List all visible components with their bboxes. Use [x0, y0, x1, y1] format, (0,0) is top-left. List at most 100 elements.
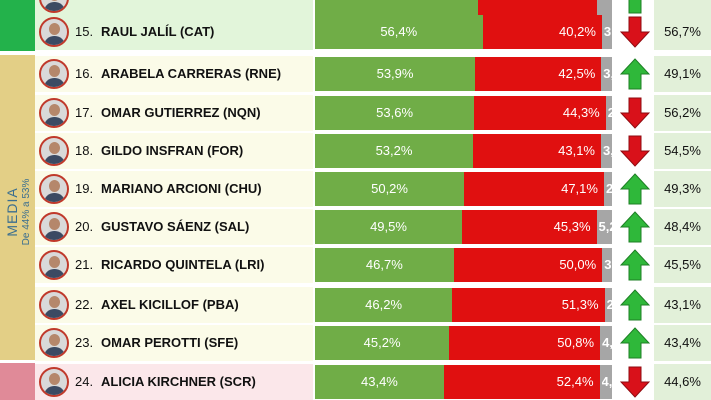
- disapprove-label: 47,1%: [561, 181, 598, 196]
- previous-cell: [654, 287, 711, 323]
- avatar-body: [44, 78, 65, 87]
- previous-value: 43,4%: [664, 335, 701, 350]
- avatar-head: [49, 334, 60, 346]
- avatar-head: [49, 256, 60, 268]
- approve-bar: [315, 326, 450, 360]
- table-row: 24. ALICIA KIRCHNER (SCR) 43,4% 52,4% 4,2 44,…: [0, 364, 711, 400]
- disapprove-bar: [478, 0, 598, 15]
- band-top: [0, 0, 35, 51]
- table-row: 18. GILDO INSFRAN (FOR) 53,2% 43,1% 3,7 54,5%: [0, 133, 711, 169]
- neutral-bar: [604, 288, 612, 322]
- disapprove-label: 50,0%: [559, 257, 597, 272]
- governor-name: AXEL KICILLOF (PBA): [101, 297, 239, 312]
- avatar: [39, 59, 69, 89]
- neutral-label: 4,2: [601, 374, 612, 389]
- row-background: [35, 364, 313, 400]
- disapprove-label: 50,8%: [557, 335, 595, 350]
- previous-value: 44,6%: [664, 374, 701, 389]
- governor-name: RICARDO QUINTELA (LRI): [101, 257, 265, 272]
- table-row: 20. GUSTAVO SÁENZ (SAL) 49,5% 45,3% 5,2 48,4%: [0, 209, 711, 245]
- disapprove-bar: [443, 365, 600, 399]
- row-rank: 19.: [75, 181, 94, 196]
- neutral-bar: [601, 134, 612, 168]
- approve-label: 53,9%: [376, 66, 414, 81]
- avatar-body: [44, 117, 65, 126]
- previous-cell: [654, 133, 711, 169]
- row-background: [35, 133, 313, 169]
- approve-bar: [315, 134, 473, 168]
- row-rank: 16.: [75, 66, 94, 81]
- neutral-label: 2,1: [607, 105, 612, 120]
- avatar-head: [49, 0, 60, 1]
- neutral-bar: [600, 326, 612, 360]
- neutral-bar: [602, 248, 612, 282]
- arrow-down-icon: [620, 135, 650, 167]
- disapprove-bar: [464, 172, 604, 206]
- disapprove-bar: [473, 134, 601, 168]
- disapprove-bar: [482, 15, 602, 49]
- disapprove-label: 44,3%: [562, 105, 600, 120]
- governor-name: RAUL JALÍL (CAT): [101, 24, 215, 39]
- previous-cell: [654, 95, 711, 131]
- disapprove-bar: [449, 326, 601, 360]
- arrow-down-icon: [620, 16, 650, 48]
- arrow-down-shape: [620, 135, 650, 167]
- disapprove-label: 52,4%: [556, 374, 594, 389]
- approve-bar: [315, 15, 483, 49]
- neutral-label: 3,7: [603, 143, 612, 158]
- disapprove-bar: [475, 57, 602, 91]
- neutral-bar: [601, 15, 612, 49]
- row-rank: 24.: [75, 374, 94, 389]
- arrow-up-icon: [620, 289, 650, 321]
- neutral-bar: [605, 96, 612, 130]
- row-background: [35, 325, 313, 361]
- previous-value: 43,1%: [664, 297, 701, 312]
- avatar: [39, 174, 69, 204]
- disapprove-label: 43,1%: [558, 143, 595, 158]
- table-row: 19. MARIANO ARCIONI (CHU) 50,2% 47,1% 2,7 49,…: [0, 171, 711, 207]
- neutral-label: 3,6: [603, 66, 612, 81]
- row-rank: 23.: [75, 335, 94, 350]
- arrow-up-icon: [628, 0, 642, 14]
- disapprove-label: 45,3%: [553, 219, 591, 234]
- avatar-body: [44, 193, 65, 202]
- governor-name: ALICIA KIRCHNER (SCR): [101, 374, 256, 389]
- avatar-body: [44, 155, 65, 164]
- approve-label: 53,6%: [376, 105, 414, 120]
- arrow-up-icon: [620, 211, 650, 243]
- approve-label: 49,5%: [370, 219, 407, 234]
- arrow-up-shape: [628, 0, 642, 14]
- approve-bar: [315, 96, 475, 130]
- previous-value: 49,3%: [664, 181, 701, 196]
- avatar-body: [44, 347, 65, 356]
- approve-label: 46,2%: [365, 297, 403, 312]
- avatar: [39, 17, 69, 47]
- neutral-bar: [599, 365, 612, 399]
- arrow-up-shape: [620, 289, 650, 321]
- disapprove-bar: [462, 210, 597, 244]
- previous-cell: [654, 56, 711, 92]
- row-rank: 18.: [75, 143, 94, 158]
- previous-value: 56,2%: [664, 105, 701, 120]
- approve-bar: [315, 288, 453, 322]
- table-row: 21. RICARDO QUINTELA (LRI) 46,7% 50,0% 3,3 45…: [0, 247, 711, 283]
- governor-name: ARABELA CARRERAS (RNE): [101, 66, 282, 81]
- avatar-head: [49, 180, 60, 192]
- avatar-body: [44, 231, 65, 240]
- table-row: 22. AXEL KICILLOF (PBA) 46,2% 51,3% 2,5 43,1%: [0, 287, 711, 323]
- band-middle: [0, 55, 35, 360]
- neutral-bar: [601, 57, 612, 91]
- table-row: 16. ARABELA CARRERAS (RNE) 53,9% 42,5% 3,6 49…: [0, 56, 711, 92]
- row-background: [35, 56, 313, 92]
- row-background: [35, 14, 313, 50]
- previous-cell: [654, 247, 711, 283]
- arrow-up-icon: [620, 327, 650, 359]
- previous-value: 54,5%: [664, 143, 701, 158]
- neutral-bar: [603, 172, 612, 206]
- approve-label: 53,2%: [375, 143, 413, 158]
- row-background: [35, 95, 313, 131]
- previous-cell: [654, 14, 711, 50]
- neutral-label: 4,0: [602, 335, 612, 350]
- avatar-body: [44, 2, 65, 11]
- arrow-up-icon: [620, 58, 650, 90]
